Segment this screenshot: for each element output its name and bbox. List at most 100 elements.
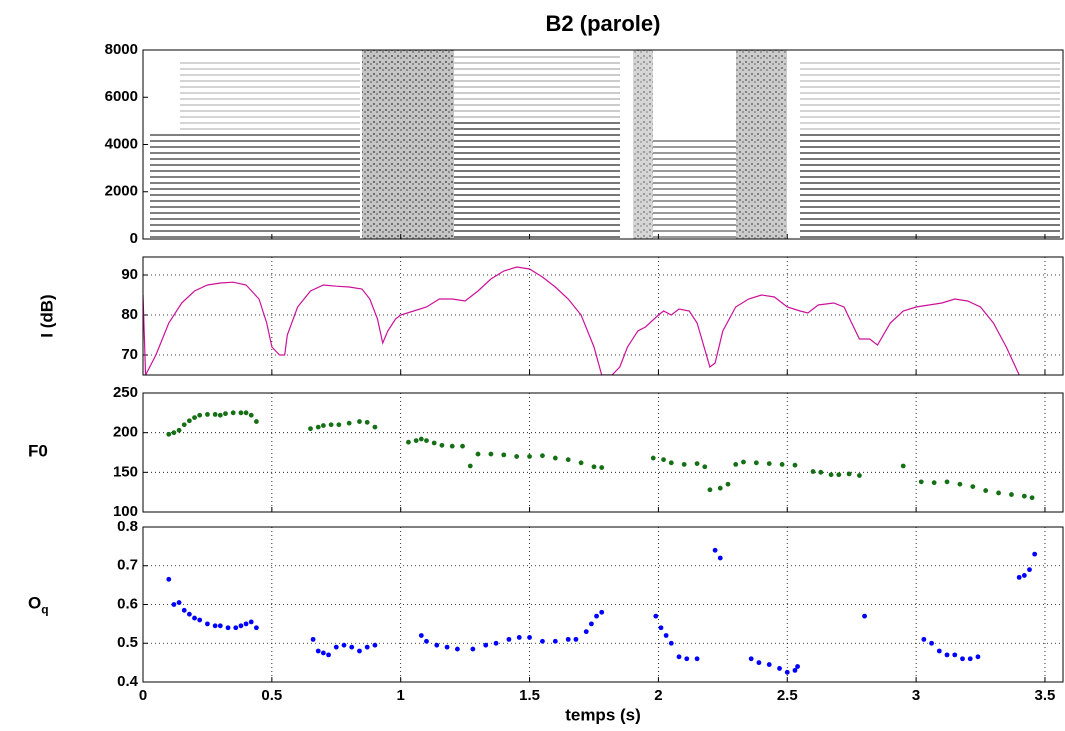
y-tick-label: 80 <box>121 306 138 323</box>
point <box>900 463 906 469</box>
x-tick-label: 3.5 <box>1035 687 1056 704</box>
point <box>658 625 664 631</box>
point <box>784 669 790 675</box>
point <box>952 652 958 658</box>
point <box>1016 574 1022 580</box>
point <box>444 644 450 650</box>
point <box>357 419 362 424</box>
point <box>573 636 579 642</box>
point <box>552 638 558 644</box>
point <box>929 640 934 646</box>
y-tick-label: 8000 <box>105 41 138 58</box>
point <box>591 464 597 470</box>
point <box>192 615 197 621</box>
point <box>413 438 419 443</box>
y-tick-label: 0.6 <box>117 595 138 612</box>
point <box>205 412 210 417</box>
point <box>540 453 545 459</box>
point <box>565 636 571 642</box>
point <box>748 656 754 662</box>
x-tick-label: 2 <box>654 687 662 704</box>
point <box>424 638 429 644</box>
point <box>650 455 656 461</box>
point <box>320 650 326 656</box>
point <box>668 460 674 466</box>
y-tick-label: 150 <box>113 463 138 480</box>
panel-frame <box>142 526 1064 683</box>
point <box>681 462 687 467</box>
point <box>467 463 473 469</box>
y-axis-label-main: O <box>28 594 41 613</box>
point <box>181 422 187 428</box>
point <box>315 648 321 654</box>
point <box>176 600 182 605</box>
point <box>921 636 927 642</box>
point <box>702 464 708 470</box>
point <box>238 410 244 416</box>
point <box>527 635 532 640</box>
point <box>741 459 746 465</box>
panel-frame <box>142 256 1064 376</box>
point <box>818 469 824 475</box>
spectrogram-image <box>150 50 1060 239</box>
point <box>349 644 355 650</box>
point <box>578 460 584 466</box>
x-tick-label: 0 <box>139 687 147 704</box>
y-tick-label: 0.7 <box>117 557 138 574</box>
point <box>253 419 259 424</box>
point <box>944 479 950 485</box>
x-tick-label: 3 <box>912 687 920 704</box>
panel-frame <box>142 49 1064 240</box>
point <box>996 490 1001 496</box>
y-axis-label-sub: q <box>41 603 48 617</box>
point <box>733 462 739 467</box>
y-tick-label: 250 <box>113 384 138 401</box>
point <box>243 621 249 627</box>
point <box>308 426 313 432</box>
point <box>1029 495 1035 501</box>
point <box>676 654 682 660</box>
point <box>694 656 700 662</box>
x-tick-label: 1.5 <box>519 687 540 704</box>
point <box>918 479 924 485</box>
point <box>253 625 259 631</box>
point <box>454 646 460 652</box>
point <box>970 484 976 490</box>
point <box>364 419 370 425</box>
point <box>661 457 666 463</box>
point <box>506 636 512 642</box>
point <box>166 431 172 437</box>
y-axis-label-main: F0 <box>28 442 48 461</box>
point <box>983 488 989 493</box>
point <box>694 461 700 467</box>
point <box>810 469 816 474</box>
point <box>967 656 973 662</box>
y-tick-label: 0 <box>130 230 138 247</box>
point <box>341 642 347 648</box>
point <box>792 462 798 468</box>
point <box>406 439 411 445</box>
point <box>501 452 507 458</box>
point <box>418 436 424 442</box>
point <box>197 617 203 623</box>
point <box>424 438 429 443</box>
point <box>336 422 342 428</box>
point <box>166 576 172 582</box>
x-tick-label: 0.5 <box>261 687 282 704</box>
point <box>960 656 965 662</box>
point <box>766 662 772 667</box>
y-axis-label: I (dB) <box>37 294 56 337</box>
point <box>777 666 782 671</box>
point <box>846 471 852 477</box>
chart-title: B2 (parole) <box>546 11 661 36</box>
point <box>493 640 499 646</box>
point <box>431 440 437 446</box>
point <box>475 451 481 457</box>
point <box>836 472 842 478</box>
point <box>653 613 659 619</box>
point <box>565 457 571 463</box>
point <box>460 443 465 449</box>
y-axis-label: F0 <box>28 442 48 461</box>
point <box>779 462 785 467</box>
